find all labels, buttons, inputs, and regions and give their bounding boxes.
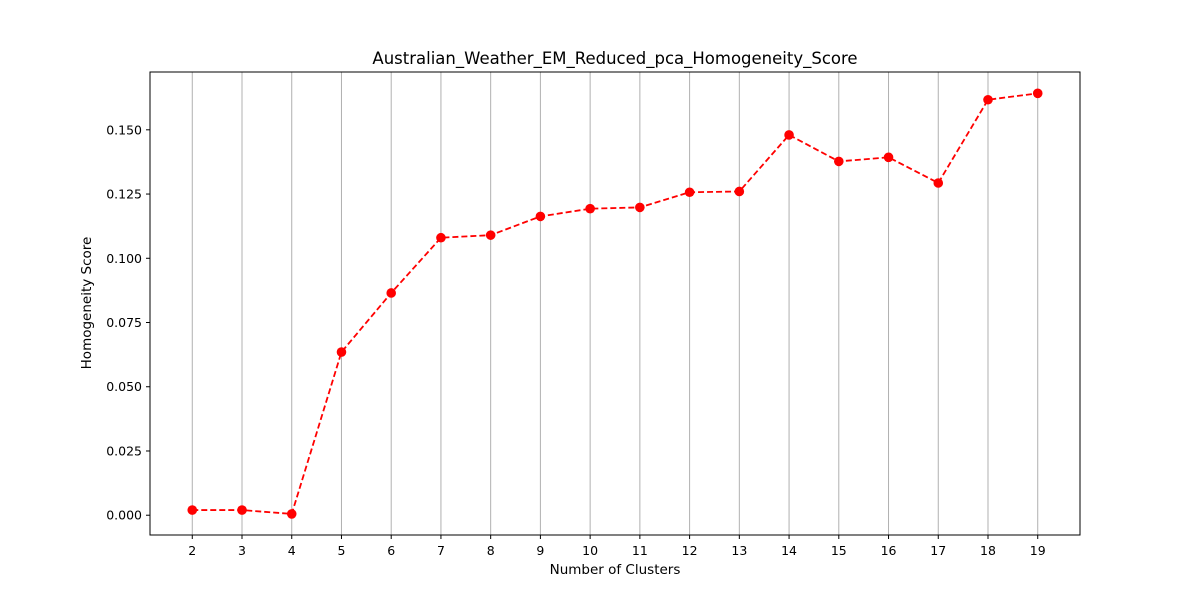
x-tick-label: 16: [881, 543, 897, 558]
x-tick-label: 15: [831, 543, 847, 558]
y-axis-label: Homogeneity Score: [79, 237, 95, 370]
data-point-marker: [684, 187, 695, 198]
y-tick-label: 0.150: [106, 122, 142, 137]
data-point-marker: [883, 152, 894, 163]
series-line: [192, 92, 1038, 515]
x-tick-label: 12: [682, 543, 698, 558]
y-tick-label: 0.075: [106, 315, 142, 330]
data-point-marker: [585, 203, 595, 214]
x-tick-label: 4: [288, 543, 296, 558]
x-tick-label: 18: [980, 543, 996, 558]
y-tick-label: 0.025: [106, 443, 142, 458]
x-tick-label: 14: [781, 543, 797, 558]
data-point-marker: [436, 232, 446, 243]
x-axis-label: Number of Clusters: [550, 562, 681, 578]
y-tick-label: 0.000: [106, 508, 142, 523]
data-point-marker: [983, 94, 993, 105]
grid-lines: [191, 72, 1039, 535]
x-tick-label: 5: [337, 543, 345, 558]
x-axis: 2 3 4 5 6 7 8 9 10 11 12 13 14 15 16 17 18 19: [188, 535, 1046, 558]
x-tick-label: 10: [582, 543, 598, 558]
data-point-marker: [933, 178, 944, 188]
data-point-marker: [734, 186, 745, 197]
x-tick-label: 19: [1030, 543, 1046, 558]
x-tick-label: 11: [632, 543, 648, 558]
series-layer: [187, 88, 1043, 519]
x-tick-label: 2: [188, 543, 196, 558]
x-tick-label: 6: [387, 543, 395, 558]
plot-area-frame: [149, 71, 1081, 536]
data-point-marker: [237, 505, 247, 515]
y-tick-label: 0.125: [106, 187, 142, 202]
y-tick-label: 0.100: [106, 251, 142, 266]
x-tick-label: 3: [238, 543, 246, 558]
x-tick-label: 8: [487, 543, 495, 558]
data-point-marker: [485, 230, 496, 240]
data-point-marker: [336, 347, 347, 357]
data-point-marker: [784, 130, 794, 140]
data-point-marker: [535, 211, 546, 222]
data-point-marker: [187, 505, 198, 515]
x-tick-label: 17: [930, 543, 946, 558]
x-tick-label: 9: [536, 543, 544, 558]
x-tick-label: 13: [731, 543, 747, 558]
y-tick-label: 0.050: [106, 379, 142, 394]
data-point-marker: [833, 156, 844, 167]
data-point-marker: [286, 509, 297, 519]
y-axis: 0.000 0.025 0.050 0.075 0.100 0.125 0.150: [106, 122, 150, 523]
data-point-marker: [386, 288, 397, 298]
chart-title: Australian_Weather_EM_Reduced_pca_Homoge…: [372, 49, 857, 69]
data-point-marker: [1032, 88, 1043, 99]
x-tick-label: 7: [437, 543, 445, 558]
data-point-marker: [635, 202, 645, 213]
